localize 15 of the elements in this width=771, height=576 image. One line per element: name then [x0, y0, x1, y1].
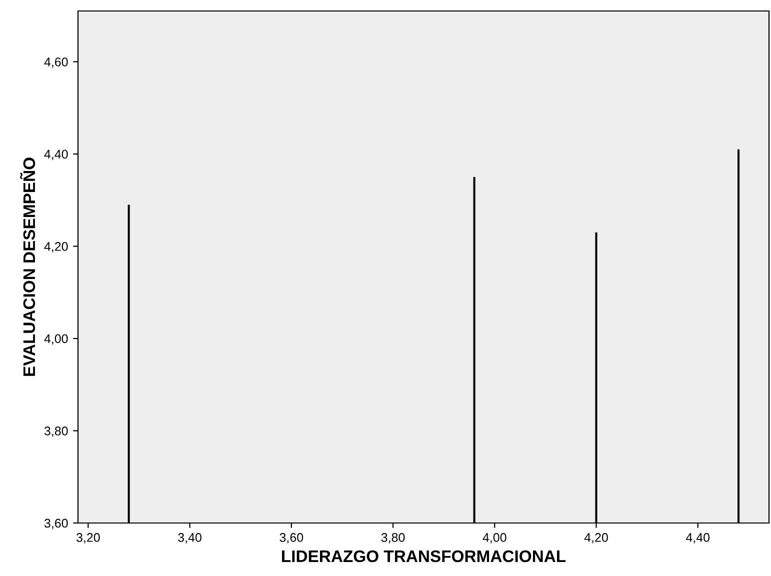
y-tick-label: 4,40: [44, 150, 68, 160]
y-tick-label: 4,60: [44, 58, 68, 68]
x-tick-label: 3,40: [178, 533, 202, 544]
y-tick-label: 3,80: [44, 426, 68, 437]
x-tick-label: 4,20: [584, 533, 608, 544]
y-tick-label: 4,20: [44, 242, 68, 252]
x-axis-title: LIDERAZGO TRANSFORMACIONAL: [282, 550, 566, 562]
x-tick-label: 3,20: [76, 533, 100, 544]
y-tick-label: 3,60: [44, 518, 68, 530]
x-tick-label: 3,80: [381, 533, 405, 544]
x-tick-label: 3,60: [280, 533, 304, 544]
y-tick-label: 4,00: [44, 334, 68, 345]
y-axis-title: EVALUACION DESEMPEÑO: [20, 158, 36, 376]
x-tick-label: 4,00: [482, 533, 506, 544]
x-tick-label: 4,40: [686, 533, 710, 544]
